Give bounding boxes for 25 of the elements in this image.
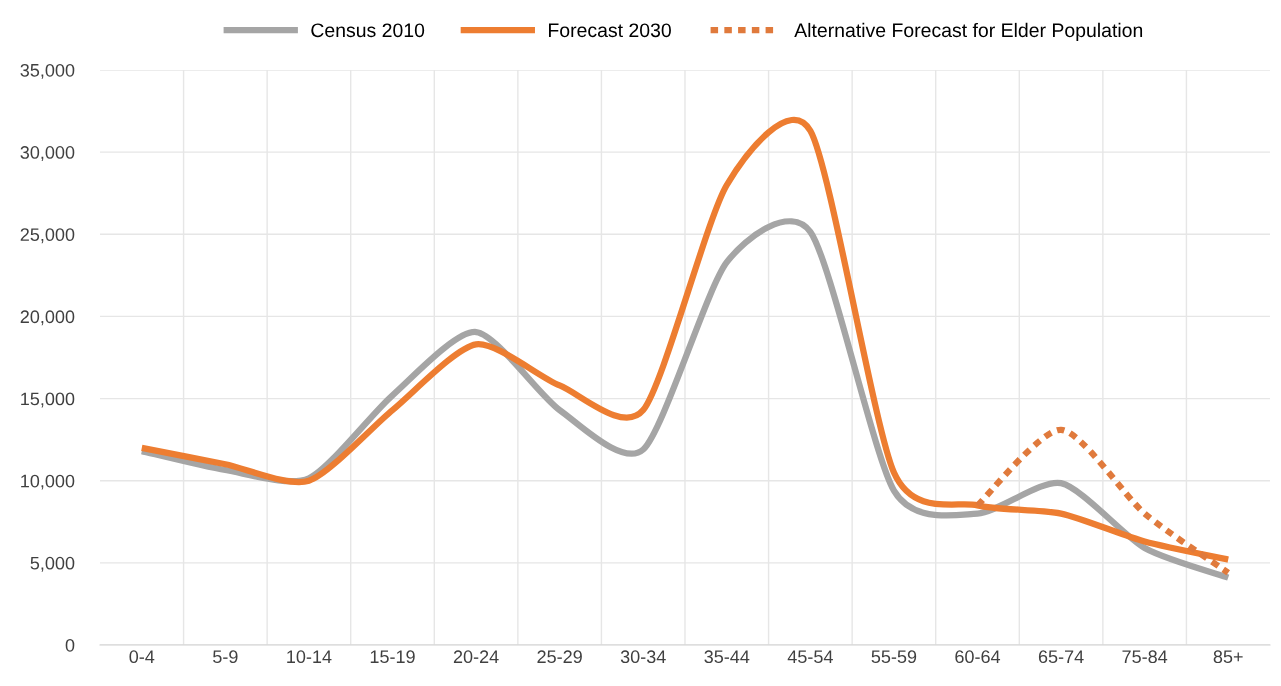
x-tick-label: 5-9 [213, 650, 238, 664]
y-tick-label: 0 [65, 638, 75, 652]
x-tick-label: 30-34 [620, 650, 666, 664]
legend-label: Forecast 2030 [549, 23, 671, 38]
x-tick-label: 0-4 [129, 650, 155, 664]
x-tick-label: 35-44 [704, 650, 750, 664]
legend-label: Census 2010 [311, 23, 425, 38]
x-tick-label: 10-14 [287, 650, 332, 664]
y-tick-label: 5,000 [30, 556, 75, 572]
x-tick-label: 45-54 [787, 650, 833, 664]
y-tick-label: 15,000 [21, 392, 75, 408]
y-tick-label: 30,000 [20, 146, 75, 161]
y-tick-label: 25,000 [20, 228, 75, 244]
x-tick-label: 25-29 [537, 650, 582, 664]
x-tick-label: 15-19 [370, 650, 415, 664]
x-tick-label: 55-59 [871, 650, 917, 664]
x-tick-label: 85+ [1213, 650, 1243, 664]
x-tick-label: 65-74 [1038, 650, 1084, 664]
x-tick-label: 20-24 [453, 650, 499, 664]
legend-label: Alternative Forecast for Elder Population [794, 22, 1143, 41]
x-tick-label: 75-84 [1122, 650, 1168, 664]
x-tick-label: 60-64 [955, 650, 1001, 664]
y-tick-label: 20,000 [20, 310, 75, 326]
y-tick-label: 10,000 [21, 474, 75, 490]
y-tick-label: 35,000 [20, 63, 75, 79]
